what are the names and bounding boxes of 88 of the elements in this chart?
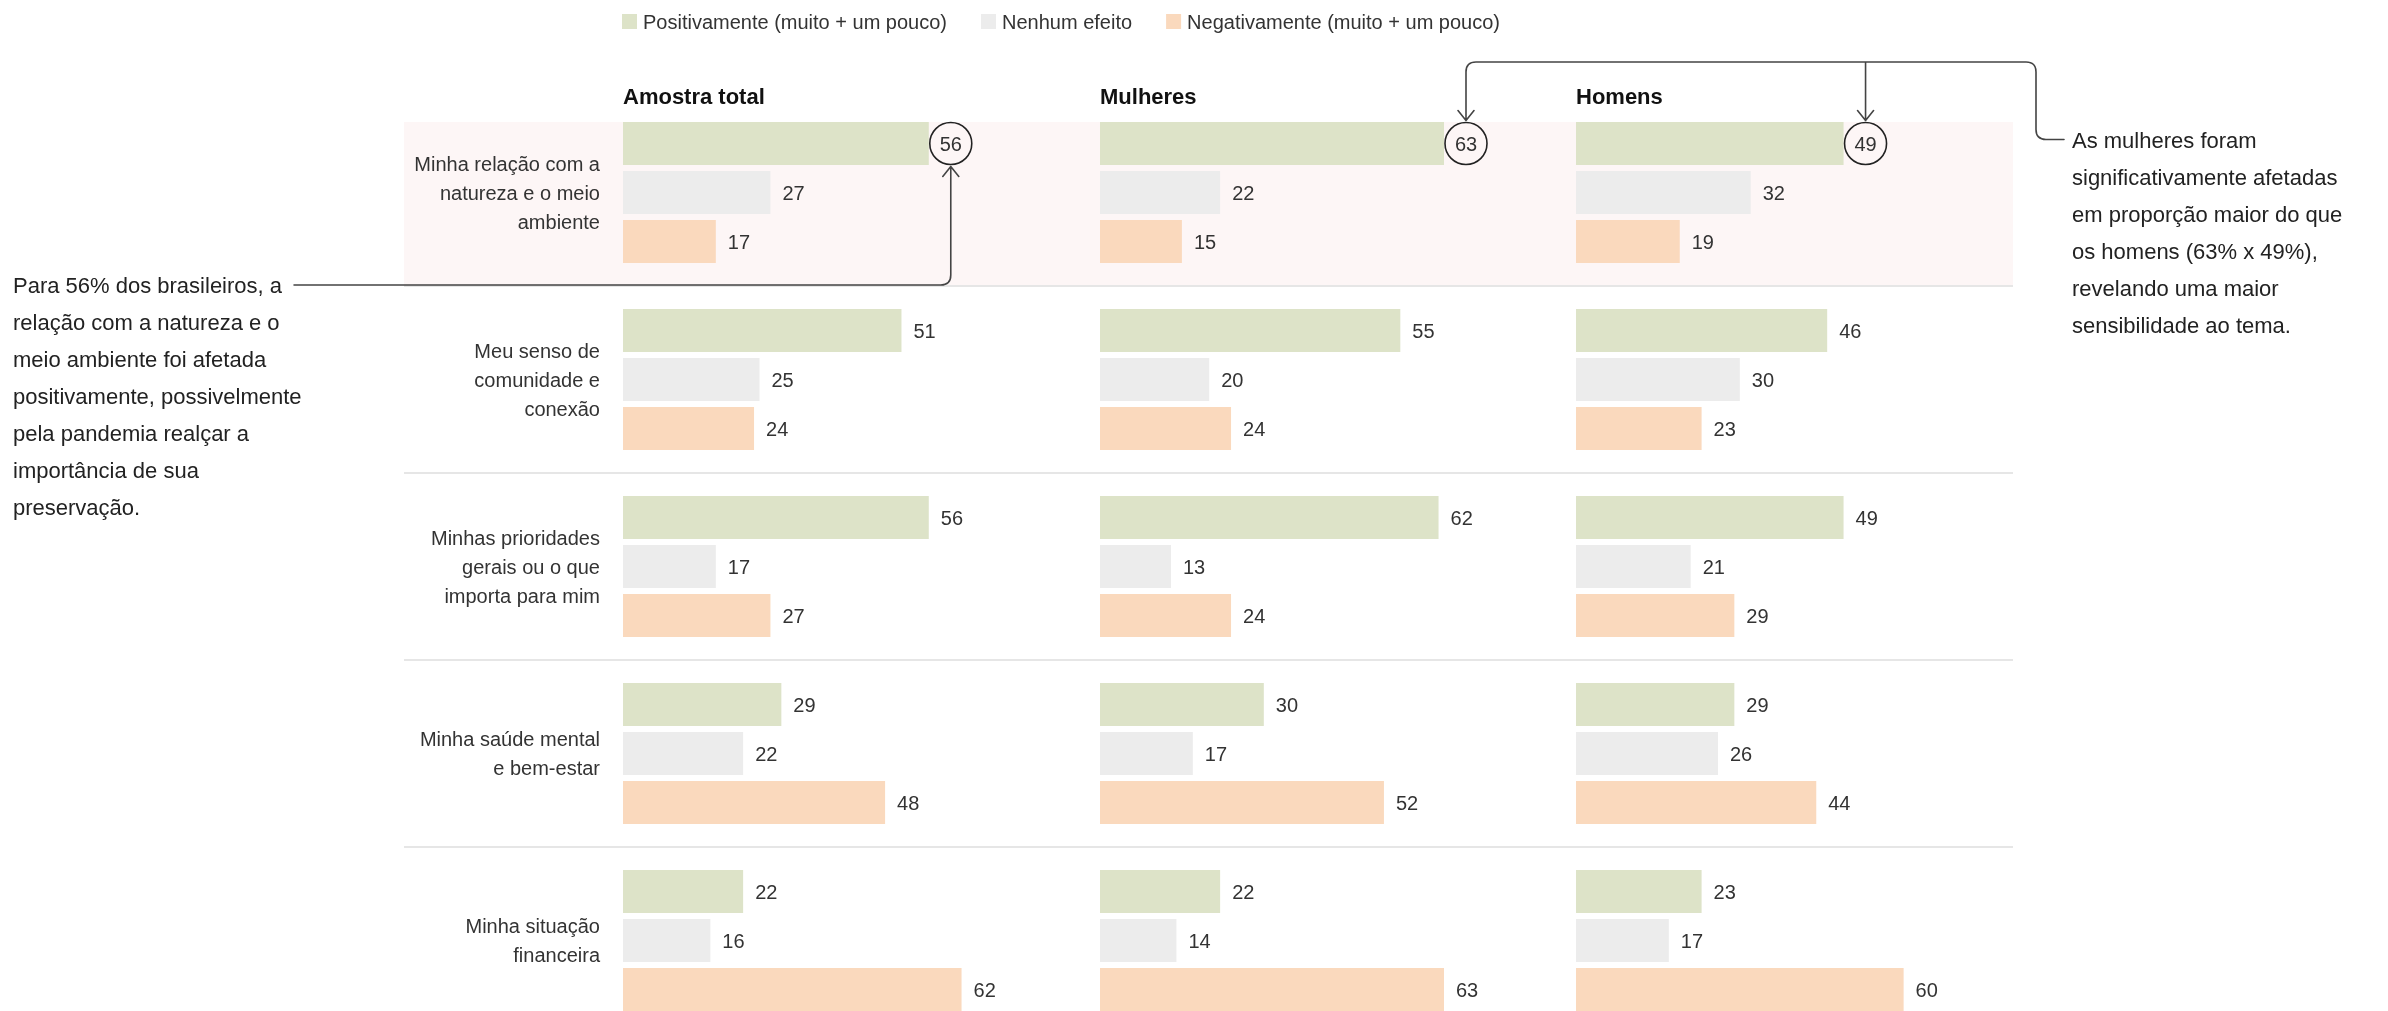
data-label: 32 [1762, 181, 1785, 204]
data-label: 23 [1713, 417, 1736, 440]
data-label: 48 [897, 791, 920, 814]
bar [623, 407, 755, 450]
data-label: 56 [940, 506, 964, 529]
data-label: 62 [973, 978, 996, 1001]
bar [623, 781, 886, 824]
y-tick-label: Minha situação financeira [465, 915, 601, 966]
data-label: 17 [727, 230, 751, 253]
data-label: 56 [939, 132, 962, 155]
chart-title: Homens [1576, 84, 1663, 109]
bar [1576, 220, 1680, 263]
data-label: 49 [1854, 132, 1877, 155]
data-label: 30 [1275, 693, 1299, 716]
data-label: 20 [1221, 368, 1244, 391]
data-label: 29 [1746, 604, 1769, 627]
data-label: 15 [1193, 230, 1217, 253]
data-label: 16 [722, 929, 745, 952]
bar [1100, 122, 1444, 165]
data-label: 52 [1395, 791, 1419, 814]
bar [1576, 968, 1904, 1011]
data-label: 14 [1188, 929, 1211, 952]
legend-label: Negativamente (muito + um pouco) [1187, 11, 1501, 33]
data-label: 13 [1182, 555, 1206, 578]
data-label: 63 [1454, 132, 1478, 155]
data-label: 24 [766, 417, 789, 440]
bar [1576, 122, 1844, 165]
legend-label: Nenhum efeito [1002, 11, 1133, 33]
data-label: 63 [1456, 978, 1479, 1001]
bar [623, 683, 782, 726]
bar [1100, 683, 1264, 726]
y-tick-label: Meu senso de comunidade e conexão [474, 339, 600, 420]
bar [1100, 309, 1401, 352]
y-tick-label: Minha saúde mental e bem-estar [419, 728, 601, 779]
bar [1576, 870, 1702, 913]
bar [1576, 594, 1735, 637]
bar [1100, 594, 1232, 637]
text: Para 56% dos brasileiros, a relação com a natureza e o meio ambiente foi afetada positivamente, possivelmente pela pandemia realçar a importância de sua preservação. [13, 272, 302, 520]
bar [1100, 407, 1232, 450]
data-label: 27 [782, 604, 805, 627]
bar [1100, 496, 1439, 539]
data-label: 21 [1702, 555, 1725, 578]
data-label: 29 [1746, 693, 1769, 716]
data-label: 55 [1412, 319, 1435, 342]
text: As mulheres foram significativamente afetadas em proporção maior do que os homens (63% x 49%), revelando uma maior sensibilidade ao tema. [2072, 127, 2343, 337]
bar [623, 968, 962, 1011]
data-label: 46 [1839, 319, 1862, 342]
bar [623, 870, 744, 913]
bar [1576, 309, 1828, 352]
data-label: 51 [913, 319, 936, 342]
data-label: 29 [793, 693, 816, 716]
data-label: 27 [782, 181, 805, 204]
data-label: 22 [1232, 880, 1255, 903]
data-label: 23 [1713, 880, 1736, 903]
data-label: 60 [1915, 978, 1938, 1001]
data-label: 49 [1855, 506, 1878, 529]
legend-label: Positivamente (muito + um pouco) [643, 11, 948, 33]
y-tick-label: Minhas prioridades gerais ou o que importa para mim [431, 526, 600, 607]
bar [1100, 870, 1221, 913]
data-label: 22 [755, 742, 778, 765]
data-label: 17 [727, 555, 751, 578]
bar [1576, 407, 1702, 450]
data-label: 30 [1751, 368, 1775, 391]
bar [623, 220, 716, 263]
data-label: 24 [1243, 417, 1266, 440]
chart-title: Mulheres [1100, 84, 1197, 109]
data-label: 17 [1204, 742, 1228, 765]
data-label: 17 [1680, 929, 1704, 952]
bar [1576, 496, 1844, 539]
data-label: 22 [755, 880, 778, 903]
bar [1576, 781, 1817, 824]
data-label: 26 [1729, 742, 1753, 765]
data-label: 44 [1828, 791, 1851, 814]
bar [1576, 683, 1735, 726]
data-label: 24 [1243, 604, 1266, 627]
bar [623, 122, 929, 165]
data-label: 62 [1450, 506, 1473, 529]
data-label: 25 [771, 368, 794, 391]
bar [1100, 781, 1384, 824]
bar [1100, 220, 1182, 263]
bar [623, 496, 929, 539]
data-label: 22 [1232, 181, 1255, 204]
bar [623, 309, 902, 352]
data-label: 19 [1691, 230, 1714, 253]
chart-title: Amostra total [623, 84, 765, 109]
bar [623, 594, 771, 637]
y-tick-label: Minha relação com a natureza e o meio ambiente [414, 152, 601, 233]
bar [1100, 968, 1444, 1011]
